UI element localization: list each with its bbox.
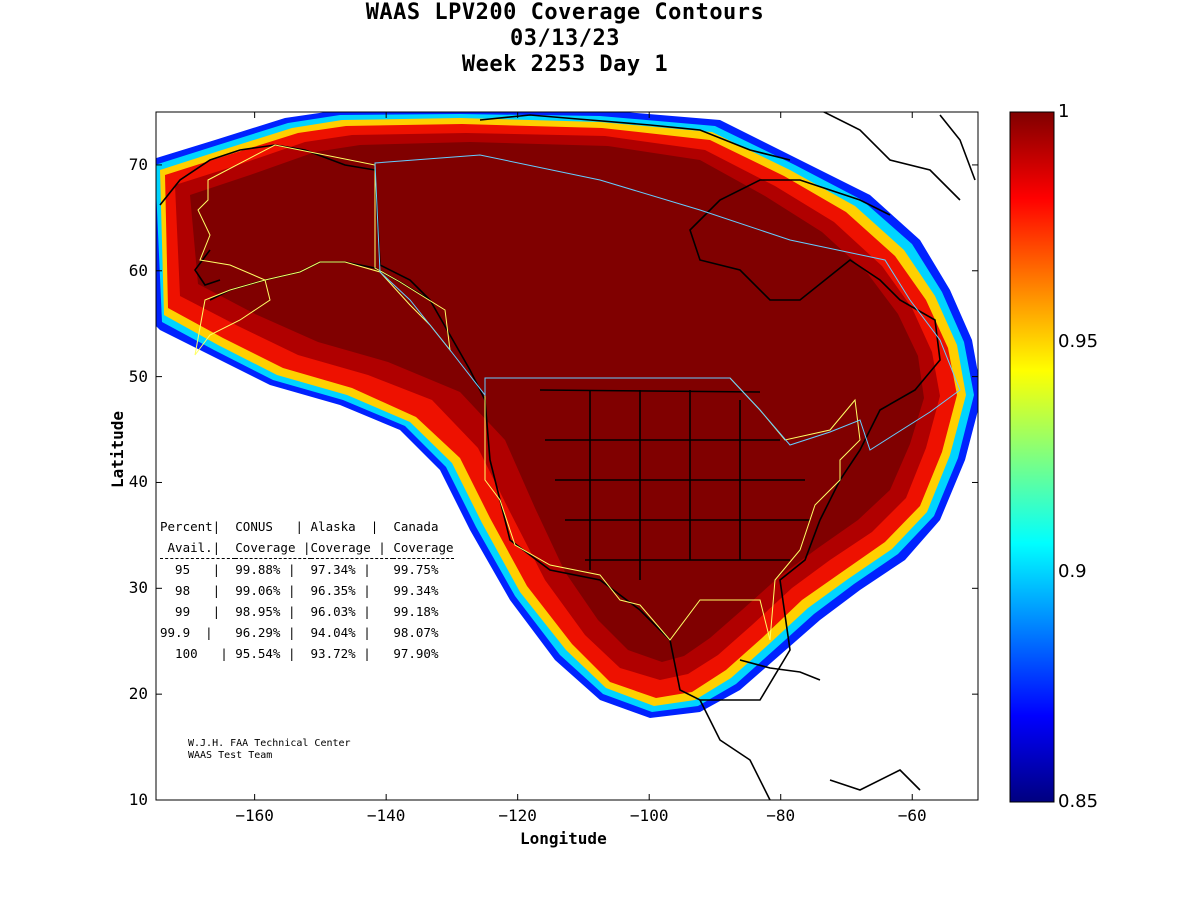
table-cell: 99.9 | — [160, 625, 221, 640]
table-cell: 94.04% | — [310, 625, 379, 640]
table-row: 100 | 95.54% | 93.72% | 97.90% — [160, 643, 454, 664]
y-tick-label: 70 — [128, 154, 148, 174]
table-row: Avail.| Coverage | Coverage | Coverage — [160, 537, 454, 559]
table-cell: 96.03% | — [310, 604, 379, 619]
table-cell: 97.34% | — [310, 562, 379, 577]
table-cell: 98.95% | — [235, 604, 303, 619]
table-cell: Percent| — [160, 519, 228, 534]
table-cell: 96.35% | — [310, 583, 379, 598]
x-axis-label: Longitude — [520, 829, 607, 848]
table-cell: 95 | — [160, 562, 228, 577]
canada-boundary — [374, 154, 961, 451]
x-tick-label: −120 — [498, 806, 537, 825]
colorbar-tick-label: 1 — [1058, 101, 1070, 122]
colorbar-tick-label: 0.9 — [1058, 561, 1087, 582]
y-tick-label: 10 — [128, 790, 148, 809]
credit-line-2: WAAS Test Team — [188, 750, 273, 761]
table-cell: 98.07% — [393, 625, 439, 640]
table-cell: 99 | — [160, 604, 228, 619]
credit-line-1: W.J.H. FAA Technical Center — [188, 738, 351, 749]
x-tick-label: −80 — [766, 806, 796, 825]
table-cell: 99.06% | — [235, 583, 303, 598]
alaska-boundary — [194, 144, 451, 356]
y-axis-label: Latitude — [108, 410, 128, 489]
table-cell: 98 | — [160, 583, 228, 598]
table-cell: 99.75% — [393, 562, 439, 577]
table-cell: Alaska | — [310, 519, 386, 534]
title-line-1: WAAS LPV200 Coverage Contours — [365, 0, 765, 25]
colorbar-tick-label: 0.85 — [1058, 791, 1099, 812]
chart-title: WAAS LPV200 Coverage Contours 03/13/23 W… — [300, 0, 830, 78]
table-cell: 93.72% | — [310, 646, 379, 661]
table-cell: Coverage — [393, 537, 454, 559]
colorbar-tick-label: 0.95 — [1058, 331, 1099, 352]
table-cell: 100 | — [160, 646, 236, 661]
table-cell: 99.18% — [393, 604, 439, 619]
table-row: Percent| CONUS | Alaska | Canada — [160, 516, 454, 537]
coverage-table: Percent| CONUS | Alaska | Canada Avail.|… — [160, 516, 454, 664]
table-cell: 99.88% | — [235, 562, 303, 577]
credit-text: W.J.H. FAA Technical Center WAAS Test Te… — [188, 738, 351, 762]
table-row: 99.9 | 96.29% | 94.04% | 98.07% — [160, 622, 454, 643]
x-tick-label: −160 — [235, 806, 274, 825]
table-cell: 95.54% | — [235, 646, 303, 661]
y-tick-label: 40 — [128, 472, 148, 492]
y-tick-label: 60 — [128, 260, 148, 280]
y-tick-label: 30 — [128, 578, 148, 598]
table-cell: 96.29% | — [235, 625, 303, 640]
table-cell: Coverage | — [310, 537, 394, 559]
x-tick-label: −60 — [897, 806, 927, 825]
y-tick-label: 20 — [128, 684, 148, 704]
table-cell: 99.34% — [393, 583, 439, 598]
table-row: 95 | 99.88% | 97.34% | 99.75% — [160, 559, 454, 581]
plot-frame — [155, 111, 979, 801]
y-tick-label: 50 — [128, 366, 148, 386]
table-cell: CONUS | — [235, 519, 311, 534]
table-row: 99 | 98.95% | 96.03% | 99.18% — [160, 601, 454, 622]
title-line-3: Week 2253 Day 1 — [461, 52, 669, 77]
x-tick-label: −100 — [629, 806, 669, 825]
table-row: 98 | 99.06% | 96.35% | 99.34% — [160, 580, 454, 601]
title-line-2: 03/13/23 — [510, 26, 620, 51]
conus-boundary — [484, 377, 861, 641]
table-cell: Avail.| — [160, 537, 236, 559]
table-cell: Coverage | — [235, 537, 311, 559]
colorbar — [1009, 111, 1055, 803]
table-cell: Canada — [393, 519, 439, 534]
x-tick-label: −140 — [366, 806, 406, 825]
table-cell: 97.90% — [393, 646, 439, 661]
